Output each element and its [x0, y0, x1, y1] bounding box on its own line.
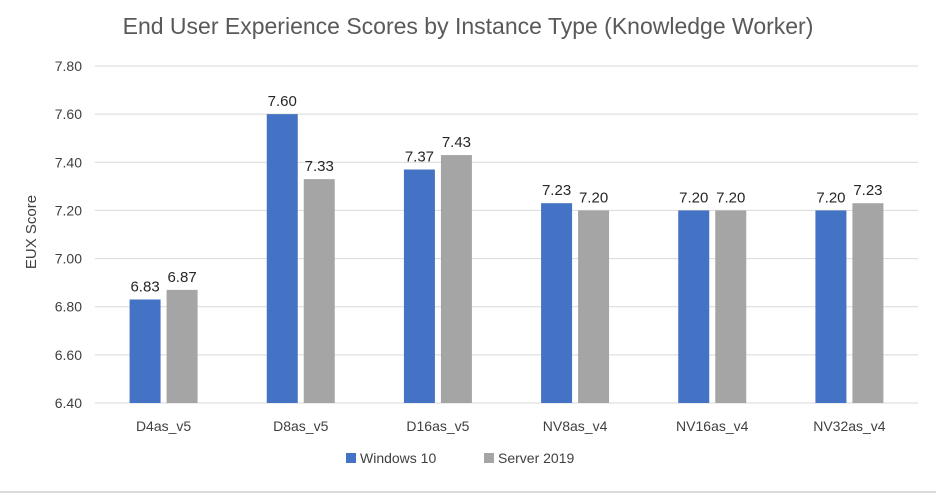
bar-windows-10 — [403, 169, 435, 403]
bar-windows-10 — [678, 210, 710, 403]
data-label: 7.20 — [579, 189, 608, 206]
y-tick-label: 7.40 — [55, 154, 82, 170]
y-tick-label: 7.00 — [55, 251, 82, 267]
y-tick-label: 6.80 — [55, 299, 82, 315]
x-axis-ticks: D4as_v5 D8as_v5 D16as_v5 NV8as_v4 NV16as_v4 N… — [136, 418, 886, 434]
bar-server-2019 — [852, 203, 884, 403]
bar-windows-10 — [129, 299, 161, 403]
bars — [129, 114, 884, 404]
x-tick-label: NV32as_v4 — [813, 418, 886, 434]
x-tick-label: D4as_v5 — [136, 418, 191, 434]
data-labels: 6.83 6.87 7.60 7.33 7.37 7.43 7.23 7.20 7.20 7.20… — [130, 93, 882, 295]
y-tick-label: 7.80 — [55, 58, 82, 74]
bar-windows-10 — [266, 114, 298, 404]
bar-server-2019 — [303, 179, 335, 403]
chart-title: End User Experience Scores by Instance T… — [123, 13, 814, 39]
bar-server-2019 — [715, 210, 747, 403]
data-label: 7.20 — [679, 189, 708, 206]
y-tick-label: 6.40 — [55, 395, 82, 411]
bar-server-2019 — [166, 289, 198, 403]
legend-swatch — [484, 453, 494, 463]
x-tick-label: D8as_v5 — [273, 418, 328, 434]
bar-server-2019 — [578, 210, 610, 403]
data-label: 6.83 — [130, 278, 159, 295]
y-axis-ticks: 6.40 6.60 6.80 7.00 7.20 7.40 7.60 7.80 — [55, 58, 82, 411]
bottom-divider — [0, 491, 936, 493]
y-tick-label: 7.20 — [55, 202, 82, 218]
y-tick-label: 6.60 — [55, 347, 82, 363]
y-tick-label: 7.60 — [55, 106, 82, 122]
gridlines — [95, 65, 918, 404]
bar-windows-10 — [815, 210, 847, 403]
legend-label: Windows 10 — [360, 450, 436, 466]
bar-server-2019 — [440, 155, 472, 403]
data-label: 7.20 — [816, 189, 845, 206]
legend-label: Server 2019 — [498, 450, 574, 466]
data-label: 7.23 — [853, 182, 882, 199]
data-label: 7.20 — [716, 189, 745, 206]
x-tick-label: D16as_v5 — [406, 418, 469, 434]
data-label: 7.23 — [542, 182, 571, 199]
legend: Windows 10 Server 2019 — [346, 450, 574, 466]
data-label: 7.33 — [305, 158, 334, 175]
x-tick-label: NV16as_v4 — [676, 418, 749, 434]
legend-swatch — [346, 453, 356, 463]
y-axis-label: EUX Score — [23, 195, 40, 269]
data-label: 7.60 — [268, 93, 297, 110]
data-label: 7.43 — [442, 134, 471, 151]
x-tick-label: NV8as_v4 — [543, 418, 608, 434]
data-label: 7.37 — [405, 149, 434, 166]
bar-windows-10 — [541, 203, 573, 403]
data-label: 6.87 — [167, 269, 196, 286]
